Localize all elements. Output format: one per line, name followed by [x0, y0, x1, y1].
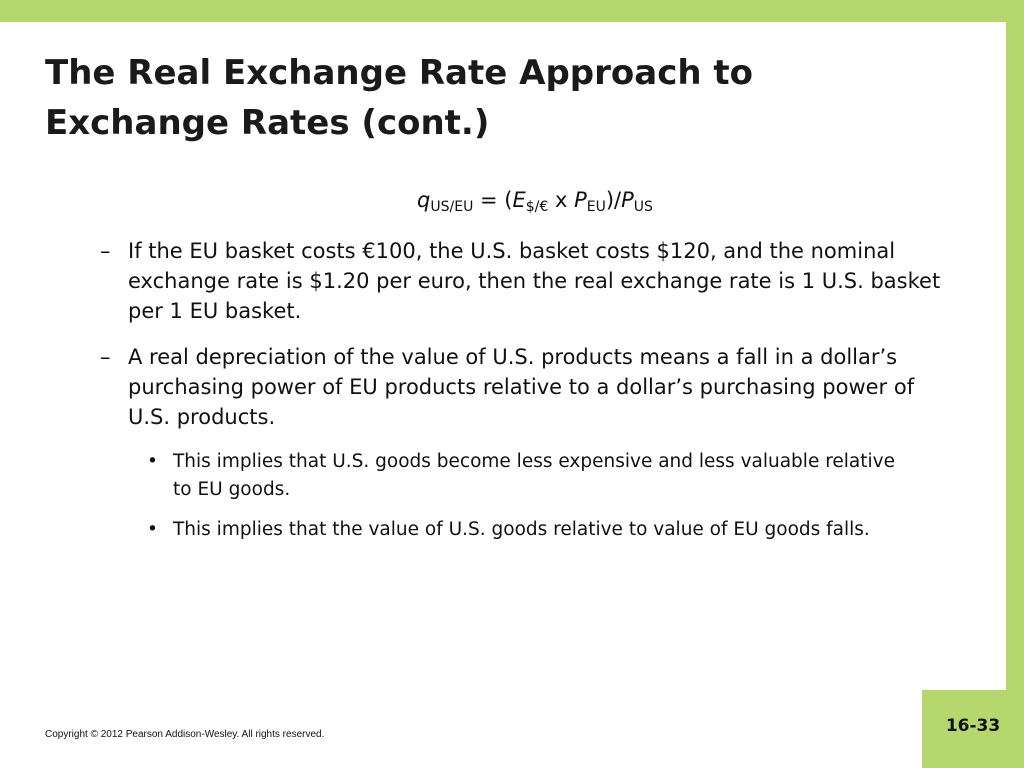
formula-part: x — [548, 188, 575, 212]
copyright: Copyright © 2012 Pearson Addison-Wesley.… — [45, 729, 325, 740]
formula-sub: EU — [586, 199, 606, 215]
formula-sub: US — [633, 199, 653, 215]
formula-sub: US/EU — [430, 199, 474, 215]
formula-sub: $/€ — [525, 199, 549, 215]
formula-part: q — [417, 188, 431, 212]
slide-title: The Real Exchange Rate Approach to Excha… — [45, 53, 754, 143]
bullet-text: If the EU basket costs €100, the U.S. ba… — [128, 239, 941, 323]
bullet-text: A real depreciation of the value of U.S.… — [128, 345, 915, 429]
formula-part: P — [574, 188, 587, 212]
formula-part: P — [621, 188, 634, 212]
bullet-text: This implies that U.S. goods become less… — [173, 451, 895, 500]
page-number: 16-33 — [945, 716, 1001, 736]
bullet-item: – If the EU basket costs €100, the U.S. b… — [100, 239, 941, 323]
formula-part: = ( — [473, 188, 513, 212]
sub-bullet-item: • This implies that U.S. goods become les… — [147, 451, 895, 500]
right-band — [1006, 0, 1024, 768]
formula-part: E — [512, 188, 526, 212]
bullet-text: This implies that the value of U.S. good… — [173, 519, 870, 540]
page-number-box — [922, 690, 1024, 768]
formula: qUS/EU = (E$/€ x PEU)/PUS — [0, 188, 1024, 215]
top-band — [0, 0, 1024, 22]
bullet-item: – A real depreciation of the value of U.S… — [100, 345, 915, 429]
formula-part: )/ — [605, 188, 622, 212]
sub-bullet-item: • This implies that the value of U.S. goo… — [147, 519, 870, 540]
